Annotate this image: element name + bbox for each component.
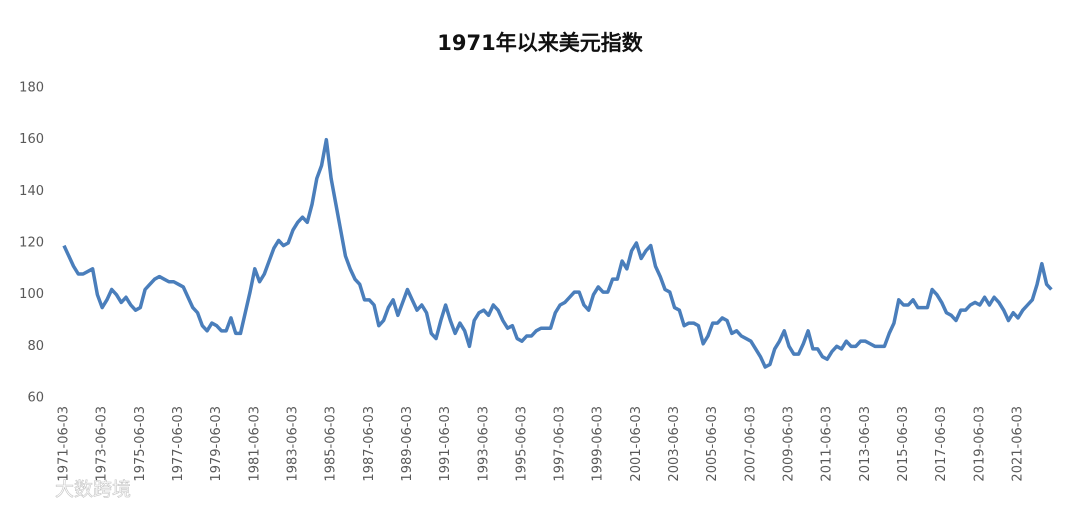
x-tick-label: 1983-06-03 <box>285 406 300 482</box>
x-tick-label: 1981-06-03 <box>247 406 262 482</box>
x-tick-label: 1993-06-03 <box>476 406 491 482</box>
x-tick-label: 1975-06-03 <box>133 406 148 482</box>
chart-title: 1971年以来美元指数 <box>437 31 643 55</box>
x-tick-label: 2005-06-03 <box>705 406 720 482</box>
y-tick-label: 120 <box>19 236 44 251</box>
x-tick-label: 1985-06-03 <box>324 406 339 482</box>
y-tick-label: 100 <box>19 287 44 302</box>
x-tick-label: 2021-06-03 <box>1011 406 1026 482</box>
x-tick-label: 2009-06-03 <box>782 406 797 482</box>
x-tick-label: 2017-06-03 <box>934 406 949 482</box>
x-tick-label: 2019-06-03 <box>972 406 987 482</box>
x-tick-label: 1997-06-03 <box>553 406 568 482</box>
x-tick-label: 1995-06-03 <box>514 406 529 482</box>
x-tick-label: 1979-06-03 <box>209 406 224 482</box>
x-tick-label: 2013-06-03 <box>858 406 873 482</box>
x-tick-label: 2015-06-03 <box>896 406 911 482</box>
y-tick-label: 80 <box>27 339 44 354</box>
x-tick-label: 1989-06-03 <box>400 406 415 482</box>
x-tick-label: 2001-06-03 <box>629 406 644 482</box>
x-tick-label: 1973-06-03 <box>95 406 110 482</box>
y-tick-label: 160 <box>19 132 44 147</box>
x-tick-label: 1999-06-03 <box>591 406 606 482</box>
x-tick-label: 2003-06-03 <box>667 406 682 482</box>
x-tick-label: 1987-06-03 <box>362 406 377 482</box>
y-tick-label: 180 <box>19 81 44 96</box>
x-tick-label: 1971-06-03 <box>57 406 72 482</box>
watermark: 大数跨境 <box>55 479 131 501</box>
x-tick-label: 2007-06-03 <box>743 406 758 482</box>
x-tick-label: 1977-06-03 <box>171 406 186 482</box>
y-tick-label: 60 <box>27 391 44 406</box>
x-tick-label: 1991-06-03 <box>438 406 453 482</box>
y-tick-label: 140 <box>19 184 44 199</box>
x-tick-label: 2011-06-03 <box>820 406 835 482</box>
data-line <box>62 137 1053 369</box>
